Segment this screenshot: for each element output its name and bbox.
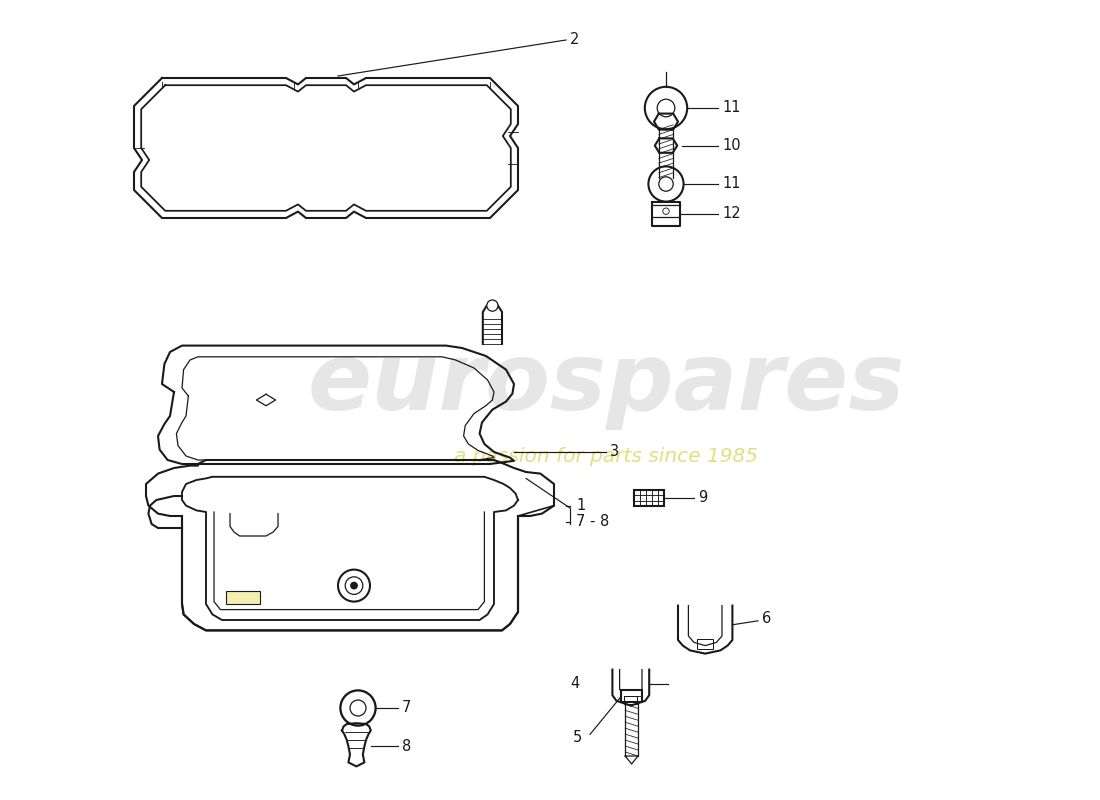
Bar bbox=[226, 591, 260, 604]
Text: 7: 7 bbox=[402, 701, 411, 715]
Text: 2: 2 bbox=[570, 33, 580, 47]
Text: 7 - 8: 7 - 8 bbox=[576, 514, 609, 529]
Circle shape bbox=[487, 300, 498, 311]
Text: 12: 12 bbox=[722, 206, 740, 221]
Text: 11: 11 bbox=[722, 177, 740, 191]
Text: 4: 4 bbox=[570, 676, 580, 691]
Bar bbox=[634, 490, 664, 506]
Text: 10: 10 bbox=[722, 138, 740, 153]
Text: 11: 11 bbox=[722, 101, 740, 115]
Text: 6: 6 bbox=[762, 611, 771, 626]
Text: a passion for parts since 1985: a passion for parts since 1985 bbox=[454, 446, 758, 466]
Text: 3: 3 bbox=[610, 445, 619, 459]
Text: 8: 8 bbox=[402, 739, 411, 754]
Text: 1: 1 bbox=[576, 498, 585, 513]
Bar bbox=[625, 696, 637, 704]
Text: 9: 9 bbox=[698, 490, 707, 506]
Bar bbox=[621, 690, 642, 702]
Bar bbox=[697, 639, 713, 649]
Text: eurospares: eurospares bbox=[307, 338, 904, 430]
Circle shape bbox=[351, 582, 358, 589]
Text: 5: 5 bbox=[573, 730, 582, 745]
